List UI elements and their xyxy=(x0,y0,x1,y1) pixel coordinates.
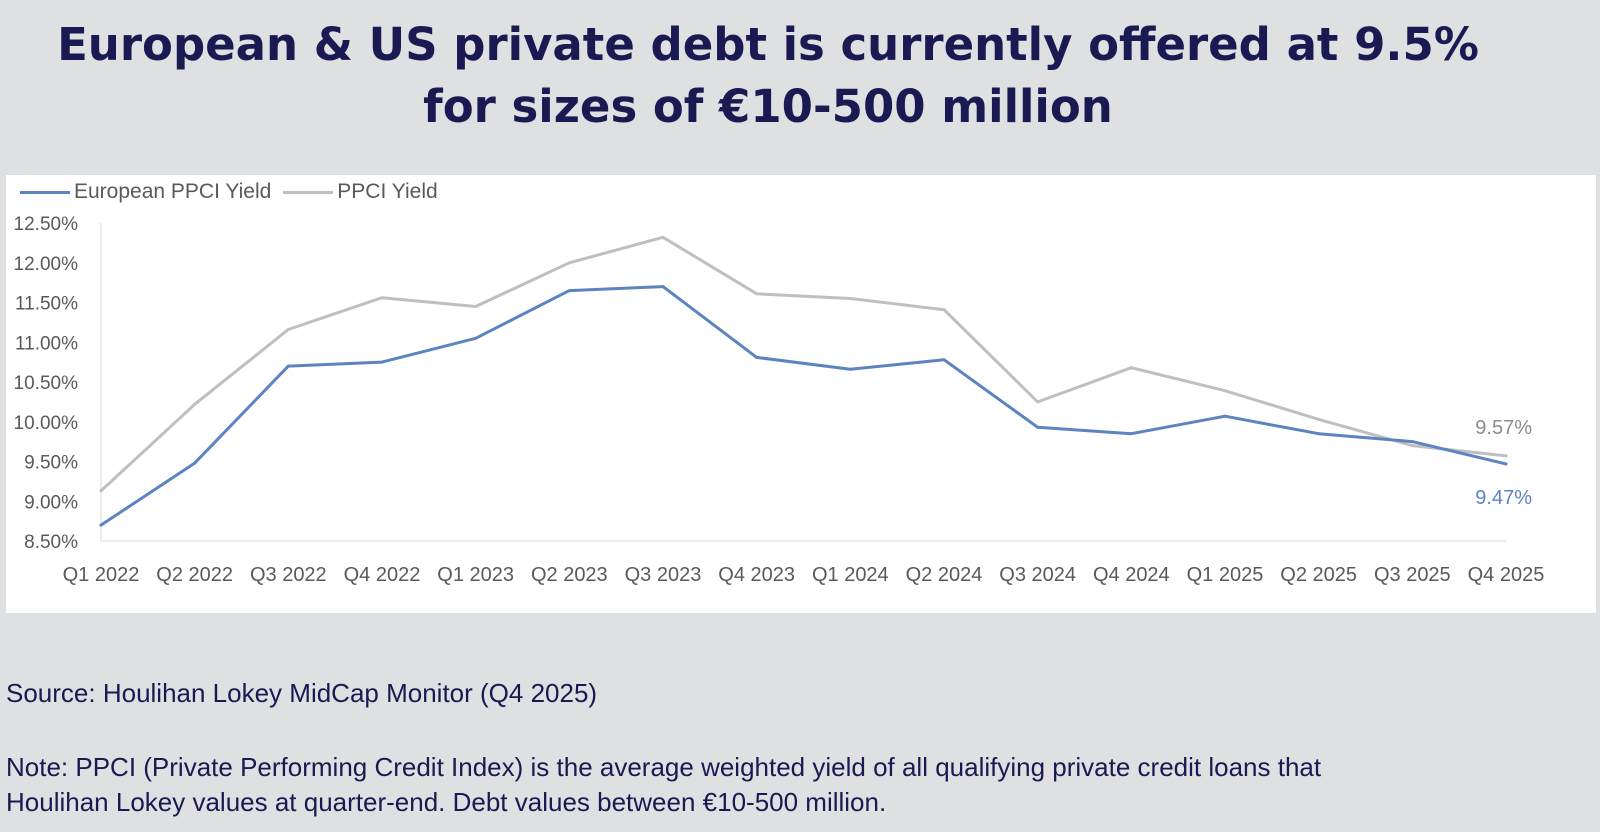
data-point-ppci xyxy=(848,297,852,301)
data-point-ppci xyxy=(99,489,103,493)
chart-title: European & US private debt is currently … xyxy=(0,14,1536,138)
y-tick-label: 10.50% xyxy=(14,373,79,394)
line-chart: 12.50% 12.00% 11.50% 11.00% 10.50% 10.00% 9.50… xyxy=(14,214,1545,586)
x-tick-label: Q3 2024 xyxy=(999,564,1076,586)
data-point-ppci xyxy=(380,296,384,300)
x-tick-label: Q1 2024 xyxy=(812,564,889,586)
data-point-ppci xyxy=(1317,417,1321,421)
data-point-european xyxy=(99,523,103,527)
x-tick-label: Q3 2025 xyxy=(1374,564,1451,586)
data-point-european xyxy=(1317,432,1321,436)
x-tick-label: Q2 2022 xyxy=(156,564,233,586)
data-point-ppci xyxy=(942,308,946,312)
end-label-ppci: 9.57% xyxy=(1475,417,1532,439)
legend-label-european: European PPCI Yield xyxy=(74,180,272,203)
legend-item-ppci: PPCI Yield xyxy=(283,180,438,204)
methodology-note: Note: PPCI (Private Performing Credit In… xyxy=(6,750,1321,820)
x-tick-label: Q2 2024 xyxy=(906,564,983,586)
data-point-european xyxy=(848,367,852,371)
data-point-european xyxy=(755,355,759,359)
chart-legend: European PPCI Yield PPCI Yield xyxy=(20,177,438,207)
data-point-european xyxy=(474,336,478,340)
data-point-european xyxy=(1036,425,1040,429)
data-point-european xyxy=(380,360,384,364)
x-tick-label: Q1 2023 xyxy=(437,564,514,586)
data-point-european xyxy=(567,289,571,293)
data-point-ppci xyxy=(1410,444,1414,448)
legend-item-european: European PPCI Yield xyxy=(20,180,271,204)
series-line-european xyxy=(99,285,1508,527)
source-note: Source: Houlihan Lokey MidCap Monitor (Q… xyxy=(6,678,598,708)
methodology-note-line-1: Note: PPCI (Private Performing Credit In… xyxy=(6,752,1322,782)
chart-panel: European PPCI Yield PPCI Yield 12.50% 12.… xyxy=(6,175,1596,613)
chart-title-line-1: European & US private debt is currently … xyxy=(57,18,1479,71)
legend-swatch-ppci xyxy=(283,190,334,194)
end-label-european: 9.47% xyxy=(1475,487,1532,509)
data-point-european xyxy=(942,358,946,362)
y-tick-label: 12.50% xyxy=(14,214,79,235)
y-tick-label: 9.50% xyxy=(24,453,78,474)
data-point-european xyxy=(1504,462,1508,466)
x-tick-label: Q4 2025 xyxy=(1468,564,1545,586)
x-tick-label: Q3 2022 xyxy=(250,564,327,586)
data-point-european xyxy=(193,461,197,465)
x-tick-label: Q2 2025 xyxy=(1280,564,1357,586)
data-point-european xyxy=(1223,414,1227,418)
x-tick-label: Q1 2022 xyxy=(63,564,140,586)
y-tick-label: 9.00% xyxy=(24,492,78,513)
data-point-ppci xyxy=(661,235,665,239)
y-tick-label: 11.00% xyxy=(15,333,78,354)
x-tick-label: Q4 2023 xyxy=(718,564,795,586)
data-point-european xyxy=(1410,440,1414,444)
x-tick-label: Q3 2023 xyxy=(625,564,702,586)
data-point-european xyxy=(661,285,665,289)
x-tick-label: Q2 2023 xyxy=(531,564,608,586)
legend-swatch-european xyxy=(20,190,70,194)
y-tick-label: 12.00% xyxy=(14,254,79,275)
data-point-ppci xyxy=(755,292,759,296)
data-point-ppci xyxy=(1036,400,1040,404)
series-line-ppci xyxy=(99,235,1508,493)
x-tick-label: Q1 2025 xyxy=(1187,564,1264,586)
chart-title-line-2: for sizes of €10-500 million xyxy=(423,80,1113,133)
data-point-ppci xyxy=(1223,389,1227,393)
x-tick-label: Q4 2024 xyxy=(1093,564,1170,586)
data-point-european xyxy=(1129,432,1133,436)
x-tick-label: Q4 2022 xyxy=(344,564,421,586)
data-point-ppci xyxy=(193,402,197,406)
y-tick-label: 11.50% xyxy=(15,294,78,315)
data-point-ppci xyxy=(474,304,478,308)
methodology-note-line-2: Houlihan Lokey values at quarter-end. De… xyxy=(6,787,887,817)
data-point-ppci xyxy=(286,328,290,332)
y-tick-label: 8.50% xyxy=(24,532,78,553)
y-tick-label: 10.00% xyxy=(14,413,79,434)
data-point-ppci xyxy=(1129,366,1133,370)
data-point-ppci xyxy=(1504,454,1508,458)
data-point-european xyxy=(286,364,290,368)
data-point-ppci xyxy=(567,261,571,265)
legend-label-ppci: PPCI Yield xyxy=(337,180,438,203)
